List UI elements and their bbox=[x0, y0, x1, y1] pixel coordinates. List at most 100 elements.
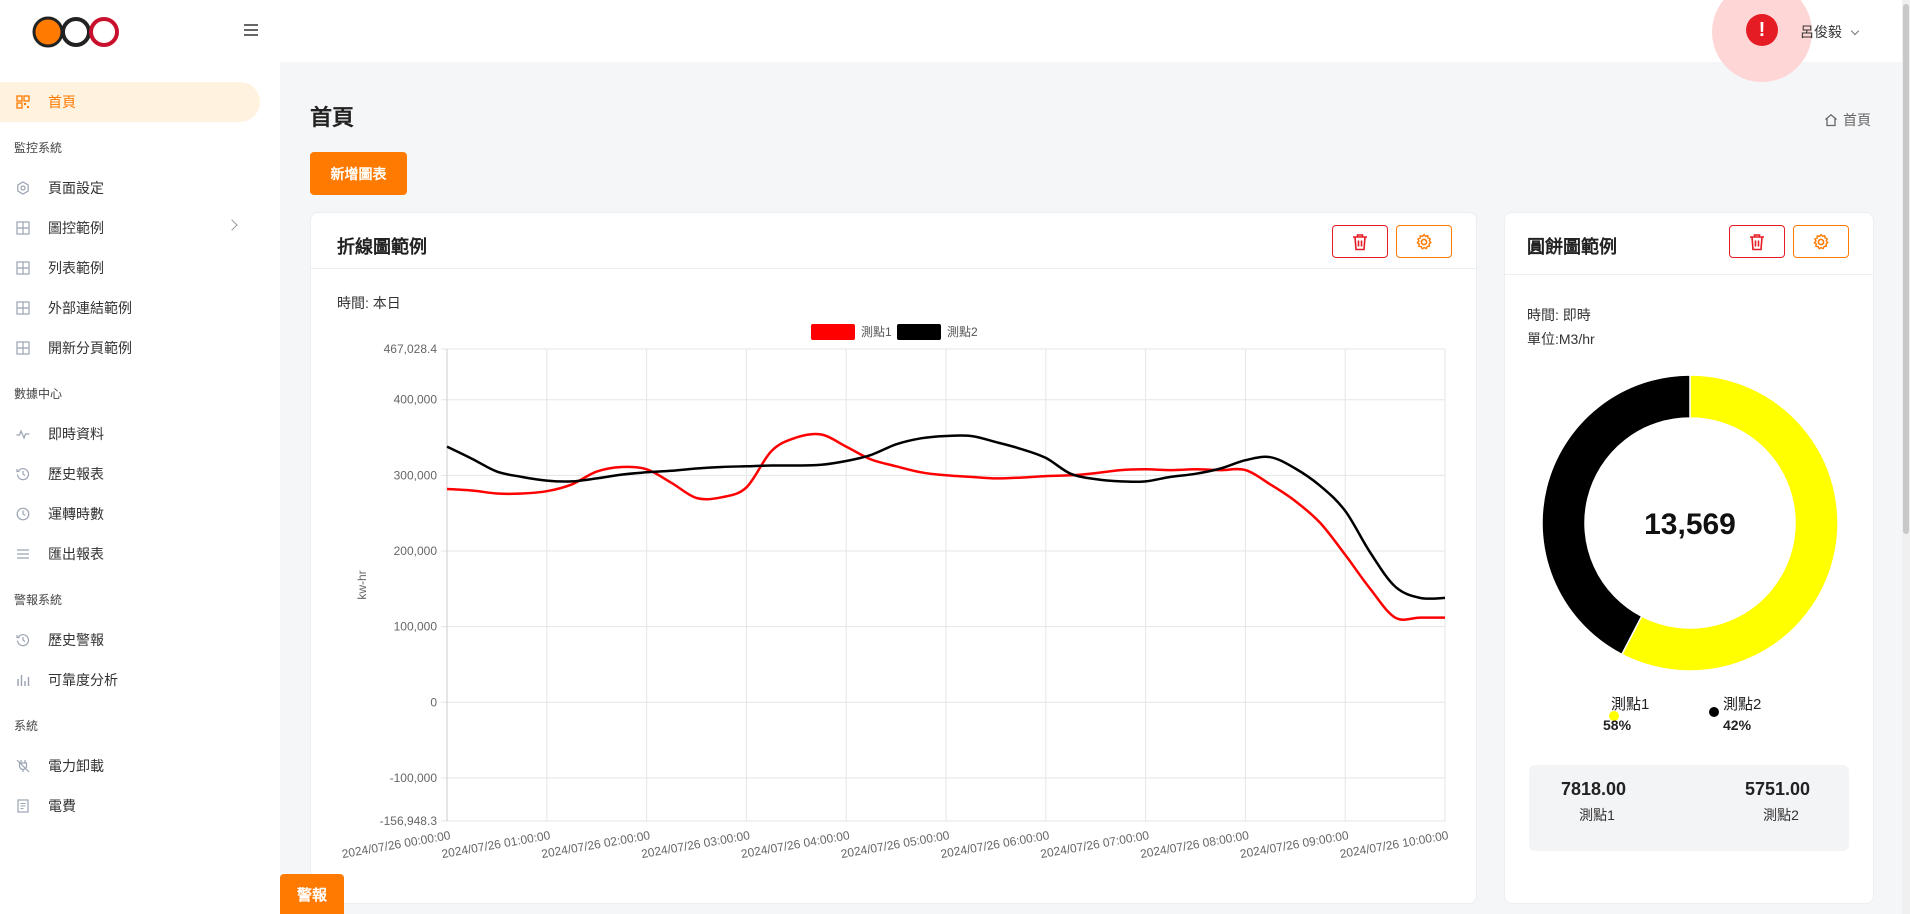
legend-item-series-1[interactable]: 測點1 bbox=[811, 323, 892, 340]
legend-dot bbox=[1709, 707, 1719, 717]
bill-icon bbox=[16, 799, 30, 813]
sidebar-item[interactable]: 頁面設定 bbox=[0, 168, 280, 208]
bar-chart-icon bbox=[16, 673, 30, 687]
legend-item-series-2[interactable]: 測點2 bbox=[897, 323, 978, 340]
sidebar-section-title: 數據中心 bbox=[14, 387, 63, 401]
x-tick-label: 2024/07/26 04:00:00 bbox=[740, 828, 851, 861]
donut-chart: 13,569 bbox=[1541, 374, 1839, 672]
line-chart: 467,028.4 400,000 300,000 200,000 100,000 0 -1… bbox=[341, 342, 1450, 861]
sidebar-item[interactable]: 匯出報表 bbox=[0, 534, 280, 574]
delete-button[interactable] bbox=[1332, 225, 1388, 258]
settings-hex-icon bbox=[16, 181, 30, 195]
sidebar-section-title: 系統 bbox=[14, 719, 39, 733]
sidebar-item-label: 電費 bbox=[48, 798, 76, 814]
sidebar-item-label: 電力卸載 bbox=[48, 758, 104, 774]
card-header: 折線圖範例 bbox=[311, 213, 1476, 269]
sidebar-item[interactable]: 可靠度分析 bbox=[0, 660, 280, 700]
dashboard-icon bbox=[16, 95, 30, 109]
list-icon bbox=[16, 547, 30, 561]
donut-slice-1[interactable] bbox=[1620, 374, 1839, 672]
donut-center-value: 13,569 bbox=[1644, 508, 1736, 541]
legend-swatch bbox=[811, 323, 855, 340]
menu-toggle-icon[interactable] bbox=[244, 24, 258, 36]
sidebar-item[interactable]: 歷史警報 bbox=[0, 620, 280, 660]
grid-icon bbox=[16, 301, 30, 315]
y-tick-label: -100,000 bbox=[390, 771, 438, 785]
sidebar-item[interactable]: 開新分頁範例 bbox=[0, 328, 280, 368]
delete-button[interactable] bbox=[1729, 225, 1785, 258]
sidebar-item-label: 首頁 bbox=[48, 94, 76, 110]
trash-icon bbox=[1353, 233, 1367, 250]
scrollbar-thumb[interactable] bbox=[1903, 4, 1909, 534]
sidebar-item[interactable]: 歷史報表 bbox=[0, 454, 280, 494]
x-tick-label: 2024/07/26 07:00:00 bbox=[1039, 828, 1150, 861]
legend-label: 測點2 bbox=[947, 325, 978, 339]
sidebar-item-label: 歷史報表 bbox=[48, 466, 104, 482]
breadcrumb[interactable]: 首頁 bbox=[1824, 110, 1871, 130]
gear-icon bbox=[1813, 233, 1829, 249]
donut-slice-2[interactable] bbox=[1541, 374, 1691, 656]
sidebar-item-label: 可靠度分析 bbox=[48, 672, 118, 688]
line-chart-card: 折線圖範例 時間: 本日 測點1 測點2 467,028.4 400,000 300… bbox=[310, 212, 1477, 904]
sidebar-item[interactable]: 外部連結範例 bbox=[0, 288, 280, 328]
legend-label: 測點2 bbox=[1723, 696, 1762, 713]
sidebar-item-label: 列表範例 bbox=[48, 260, 104, 276]
card-title: 折線圖範例 bbox=[337, 237, 427, 257]
page-title: 首頁 bbox=[310, 105, 355, 130]
stat-value-2: 5751.00 bbox=[1745, 779, 1811, 799]
card-header: 圓餅圖範例 bbox=[1505, 213, 1873, 275]
sidebar-item[interactable]: 電費 bbox=[0, 786, 280, 826]
legend-percent: 58% bbox=[1603, 717, 1632, 733]
x-tick-label: 2024/07/26 01:00:00 bbox=[440, 828, 551, 861]
sidebar: 首頁監控系統頁面設定 圖控範例列表範例外部連結範例開新分頁範例數據中心即時資料歷史… bbox=[0, 0, 280, 914]
legend-label: 測點1 bbox=[1611, 696, 1650, 713]
sidebar-item[interactable]: 列表範例 bbox=[0, 248, 280, 288]
sidebar-item[interactable]: 圖控範例 bbox=[0, 208, 280, 248]
sidebar-section-title: 警報系統 bbox=[14, 593, 63, 607]
x-tick-label: 2024/07/26 02:00:00 bbox=[540, 828, 651, 861]
time-label: 時間: 即時 bbox=[1527, 307, 1591, 323]
sidebar-item-label: 匯出報表 bbox=[48, 546, 104, 562]
sidebar-item[interactable]: 即時資料 bbox=[0, 414, 280, 454]
series-line-2 bbox=[446, 434, 1446, 600]
gear-icon bbox=[1416, 233, 1432, 249]
pulse-icon bbox=[16, 427, 30, 441]
alert-icon[interactable]: ! bbox=[1746, 14, 1778, 46]
user-name: 呂俊毅 bbox=[1800, 24, 1842, 40]
alarm-tab[interactable]: 警報 bbox=[280, 874, 344, 914]
pie-chart-card: 圓餅圖範例 時間: 即時 單位:M3/hr 13,569 測點1 58% 測點2… bbox=[1504, 212, 1874, 904]
unit-label: 單位:M3/hr bbox=[1527, 331, 1595, 347]
y-tick-label: -156,948.3 bbox=[380, 814, 438, 828]
y-axis-label: kw-hr bbox=[355, 570, 369, 599]
grid-icon bbox=[16, 221, 30, 235]
sidebar-item[interactable]: 首頁 bbox=[0, 82, 260, 122]
trash-icon bbox=[1750, 233, 1764, 250]
legend-swatch bbox=[897, 323, 941, 340]
page-scrollbar[interactable] bbox=[1902, 0, 1910, 914]
y-tick-label: 400,000 bbox=[394, 393, 438, 407]
sidebar-item[interactable]: 運轉時數 bbox=[0, 494, 280, 534]
chevron-down-icon bbox=[1850, 26, 1860, 36]
x-tick-label: 2024/07/26 00:00:00 bbox=[341, 828, 452, 861]
stat-label-1: 測點1 bbox=[1579, 807, 1615, 823]
grid-icon bbox=[16, 261, 30, 275]
grid-icon bbox=[16, 341, 30, 355]
sidebar-item-label: 外部連結範例 bbox=[48, 300, 132, 316]
y-tick-label: 0 bbox=[430, 695, 437, 709]
user-menu[interactable]: 呂俊毅 bbox=[1800, 22, 1860, 42]
history-icon bbox=[16, 467, 30, 481]
sidebar-section-title: 監控系統 bbox=[14, 141, 63, 155]
settings-button[interactable] bbox=[1793, 225, 1849, 258]
y-tick-label: 300,000 bbox=[394, 468, 438, 482]
stat-value-1: 7818.00 bbox=[1561, 779, 1627, 799]
clock-icon bbox=[16, 507, 30, 521]
breadcrumb-label: 首頁 bbox=[1843, 112, 1871, 128]
x-tick-label: 2024/07/26 05:00:00 bbox=[840, 828, 951, 861]
y-tick-label: 467,028.4 bbox=[384, 342, 438, 356]
x-tick-label: 2024/07/26 03:00:00 bbox=[640, 828, 751, 861]
y-tick-label: 100,000 bbox=[394, 620, 438, 634]
legend-dot bbox=[1609, 711, 1619, 721]
add-chart-button[interactable]: 新增圖表 bbox=[310, 152, 407, 195]
sidebar-item[interactable]: 電力卸載 bbox=[0, 746, 280, 786]
settings-button[interactable] bbox=[1396, 225, 1452, 258]
